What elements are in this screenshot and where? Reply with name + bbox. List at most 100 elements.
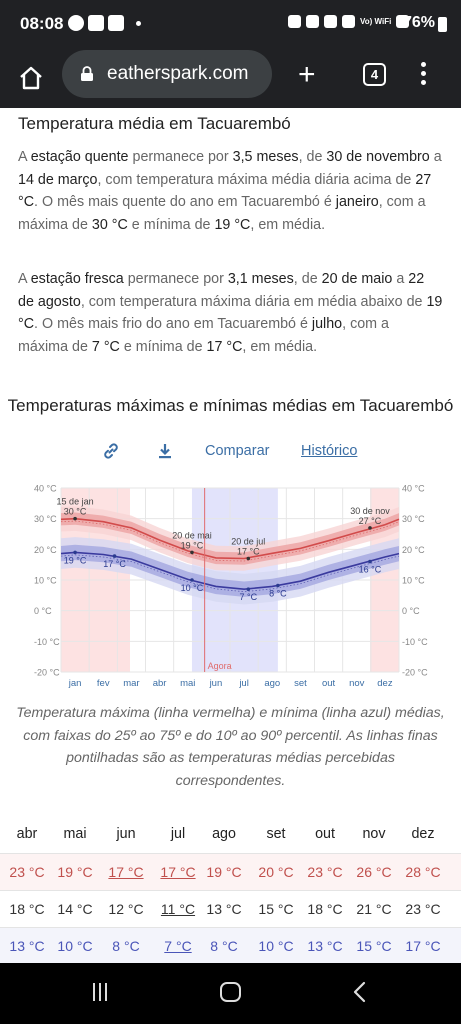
annotation-value: 7 °C [240, 592, 258, 602]
annotation-point [190, 578, 194, 582]
y-tick-label-right: 10 °C [402, 576, 425, 586]
highlight-text: estação fresca [30, 271, 124, 287]
table-month-header: ago [212, 826, 236, 842]
x-tick-label-jun: jun [209, 678, 223, 688]
paragraph-text: permanece por [123, 271, 228, 287]
y-tick-label-right: 20 °C [402, 545, 425, 555]
paragraph-text: A [18, 149, 31, 165]
highlight-text: 17 °C [206, 338, 243, 355]
table-cell: 23 °C [307, 864, 343, 880]
y-tick-label-right: -10 °C [402, 637, 428, 647]
history-link[interactable]: Histórico [301, 443, 358, 459]
browser-toolbar: eatherspark.com + 4 [0, 50, 461, 108]
high-feels-like-line [60, 520, 400, 562]
menu-icon[interactable] [421, 62, 427, 88]
alarm-icon [288, 15, 301, 28]
table-cell: 19 °C [57, 864, 93, 880]
table-cell: 13 °C [206, 901, 242, 917]
annotation-value: 8 °C [269, 589, 287, 599]
table-month-header: jun [116, 826, 136, 842]
annotation-value: 17 °C [103, 559, 126, 569]
annotation-date: 15 de jan [57, 497, 94, 507]
table-cell: 13 °C [307, 938, 343, 954]
highlight-text: 30 de novembro [326, 149, 430, 165]
link-icon[interactable] [102, 442, 120, 460]
table-cell: 14 °C [57, 901, 93, 917]
annotation-point [368, 559, 372, 564]
y-tick-label-right: 0 °C [402, 606, 420, 616]
high-band-25-75 [61, 512, 399, 565]
tab-switcher-button[interactable]: 4 [363, 63, 386, 86]
paragraph-text: . O mês mais quente do ano em Tacuarembó… [34, 194, 336, 211]
high-band-10-90 [61, 506, 399, 571]
battery-icon [438, 17, 447, 32]
back-icon[interactable] [352, 981, 366, 1003]
y-tick-label-left: 40 °C [34, 484, 57, 494]
table-month-header: mai [63, 826, 87, 842]
x-tick-label-set: set [294, 678, 307, 688]
y-tick-label-left: -20 °C [34, 668, 60, 678]
table-cell: 11 °C [160, 901, 196, 917]
paragraph-text: e mínima de [127, 216, 215, 233]
chart-caption: Temperatura máxima (linha vermelha) e mí… [16, 705, 445, 789]
paragraph-text: , de [293, 271, 322, 287]
download-icon[interactable] [156, 442, 174, 460]
paragraph-text: A [18, 271, 31, 287]
paragraph-text: , em média. [250, 216, 326, 233]
x-tick-label-jul: jul [238, 678, 249, 688]
home-button[interactable] [220, 982, 241, 1002]
y-tick-label-right: 40 °C [402, 484, 425, 494]
annotation-point [73, 516, 77, 521]
home-icon[interactable] [18, 65, 44, 91]
table-cell: 17 °C [108, 864, 144, 880]
warm-season-paragraph: A estação quente permanece por 3,5 meses… [18, 146, 443, 236]
url-text: eatherspark.com [107, 63, 249, 84]
lock-icon [81, 66, 93, 81]
new-tab-button[interactable]: + [298, 58, 316, 91]
y-tick-label-right: 30 °C [402, 514, 425, 524]
table-month-header: dez [411, 826, 435, 842]
notification-icons [68, 15, 141, 31]
table-cell: 23 °C [405, 901, 441, 917]
section-title: Temperatura média em Tacuarembó [18, 114, 291, 133]
paragraph-text: , com a máxima de [18, 316, 390, 355]
table-cell: 15 °C [258, 901, 294, 917]
table-month-header: jul [170, 826, 186, 842]
monthly-temperature-table: abr mai jun jul ago set out nov dez 23 °C 19 °C 17 … [0, 816, 461, 963]
table-cell: 18 °C [307, 901, 343, 917]
table-cell: 12 °C [108, 901, 144, 917]
paragraph-text: a [392, 271, 409, 287]
y-tick-label-left: 20 °C [34, 545, 57, 555]
bluetooth-icon [306, 15, 319, 28]
paragraph-text: , com temperatura máxima diária em média… [80, 293, 427, 310]
wifi-icon [342, 15, 355, 28]
whatsapp-icon [68, 15, 84, 31]
high-temperature-line [60, 517, 400, 560]
paragraph-text: e mínima de [119, 338, 207, 355]
highlight-text: 19 °C [214, 216, 251, 233]
low-temperature-line [60, 551, 400, 591]
compare-link[interactable]: Comparar [205, 443, 270, 459]
annotation-point [368, 526, 372, 530]
mute-icon [324, 15, 337, 28]
x-tick-label-mai: mai [180, 678, 195, 688]
paragraph-text: , em média. [242, 338, 318, 355]
annotation-value: 19 °C [181, 540, 204, 550]
low-band-25-75 [61, 544, 399, 597]
highlight-text: 20 de maio [321, 271, 393, 287]
recent-apps-icon[interactable] [93, 983, 111, 1001]
highlight-text: 14 de março [18, 171, 98, 188]
table-row-low: 13 °C 10 °C 8 °C 7 °C 8 °C 10 °C 13 °C 15 °C 17 … [0, 928, 461, 963]
highlight-text: 19 °C [18, 293, 443, 333]
table-header-row: abr mai jun jul ago set out nov dez [0, 816, 461, 854]
annotation-value: 10 °C [181, 583, 204, 593]
table-cell: 13 °C [9, 938, 45, 954]
annotation-value: 16 °C [359, 565, 382, 575]
annotation-point [112, 554, 117, 558]
address-bar[interactable]: eatherspark.com [62, 50, 272, 98]
table-row-mean: 18 °C 14 °C 12 °C 11 °C 13 °C 15 °C 18 °C 21 °C… [0, 891, 461, 928]
y-tick-label-right: -20 °C [402, 668, 428, 678]
system-nav-bar [0, 963, 461, 1024]
x-tick-label-out: out [322, 678, 336, 688]
highlight-text: 7 °C [91, 338, 120, 355]
